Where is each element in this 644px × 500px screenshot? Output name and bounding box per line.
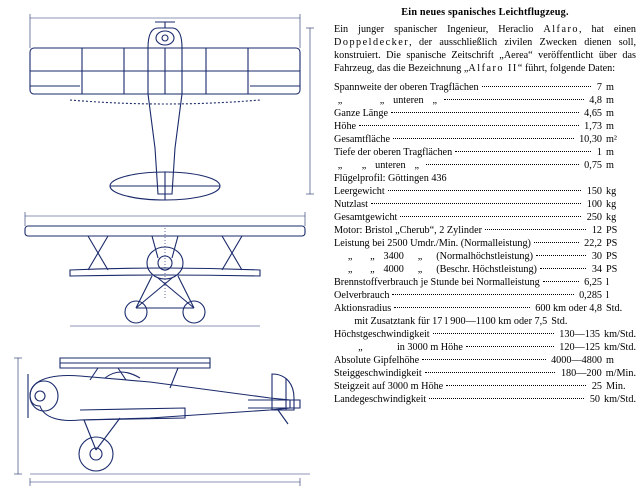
spec-value: 50km/Std.: [587, 393, 636, 406]
spec-value: 30PS: [589, 250, 636, 263]
spec-row: Landegeschwindigkeit 50km/Std.: [334, 393, 636, 406]
spec-table: Spannweite der oberen Tragflächen 7m„„ u…: [334, 81, 636, 406]
spec-label: Motor: Bristol „Cherub“, 2 Zylinder: [334, 224, 482, 237]
spec-label: Leergewicht: [334, 185, 385, 198]
spec-value: 180—200m/Min.: [558, 367, 636, 380]
spec-label: Oelverbrauch: [334, 289, 389, 302]
spec-label: „ in 3000 m Höhe: [334, 341, 463, 354]
spec-value: 600 km oder 4,8Std.: [533, 302, 636, 315]
spec-value: 22,2PS: [582, 237, 636, 250]
spec-row: Leistung bei 2500 Umdr./Min. (Normalleis…: [334, 237, 636, 250]
spec-label: Absolute Gipfelhöhe: [334, 354, 419, 367]
spec-label: Tiefe der oberen Tragflächen: [334, 146, 452, 159]
spec-value: 1,73m: [582, 120, 636, 133]
spec-label: „ „ 4000 „ (Beschr. Höchstleistung): [334, 263, 537, 276]
spec-label: Steigzeit auf 3000 m Höhe: [334, 380, 443, 393]
spec-value: 250kg: [584, 211, 636, 224]
spec-value: 12PS: [589, 224, 636, 237]
spec-row: „ in 3000 m Höhe 120—125km/Std.: [334, 341, 636, 354]
article-intro: Ein junger spanischer Ingenieur, Heracli…: [334, 23, 636, 75]
spec-row: Ganze Länge 4,65m: [334, 107, 636, 120]
spec-value: 120—125km/Std.: [557, 341, 636, 354]
spec-row: Gesamtgewicht 250kg: [334, 211, 636, 224]
spec-row: Oelverbrauch 0,285l: [334, 289, 636, 302]
spec-value: 4,65m: [582, 107, 636, 120]
spec-label: Ganze Länge: [334, 107, 388, 120]
spec-value: 0,75m: [582, 159, 636, 172]
spec-row: Spannweite der oberen Tragflächen 7m: [334, 81, 636, 94]
aircraft-side-view: [10, 338, 320, 488]
spec-value: 10,30m²: [577, 133, 636, 146]
spec-value: 0,285l: [577, 289, 636, 302]
spec-label: Gesamtfläche: [334, 133, 390, 146]
spec-label: „ „ 3400 „ (Normalhöchstleistung): [334, 250, 533, 263]
spec-label: Landegeschwindigkeit: [334, 393, 426, 406]
spec-value: 1m: [594, 146, 636, 159]
aircraft-top-view: [10, 8, 320, 208]
spec-label: „„ unteren „: [334, 159, 423, 172]
spec-value: Std.: [547, 315, 581, 328]
spec-value: 4000—4800m: [549, 354, 636, 367]
aircraft-front-view: [10, 208, 320, 338]
spec-row: Motor: Bristol „Cherub“, 2 Zylinder 12PS: [334, 224, 636, 237]
spec-value: 150kg: [584, 185, 636, 198]
spec-value: 6,25l: [582, 276, 636, 289]
spec-value: 34PS: [589, 263, 636, 276]
spec-row: Höhe 1,73m: [334, 120, 636, 133]
spec-row: Aktionsradius 600 km oder 4,8Std.: [334, 302, 636, 315]
spec-label: mit Zusatztank für 17 l 900—1100 km oder…: [334, 315, 547, 328]
spec-label: Aktionsradius: [334, 302, 391, 315]
technical-drawings: [0, 0, 330, 500]
spec-label: Gesamtgewicht: [334, 211, 397, 224]
spec-row: Steiggeschwindigkeit 180—200m/Min.: [334, 367, 636, 380]
spec-value: 130—135km/Std.: [557, 328, 636, 341]
spec-label: Flügelprofil: Göttingen 436: [334, 172, 447, 185]
spec-row: Brennstoffverbrauch je Stunde bei Normal…: [334, 276, 636, 289]
spec-row: Absolute Gipfelhöhe 4000—4800m: [334, 354, 636, 367]
spec-value: 100kg: [584, 198, 636, 211]
spec-row: Leergewicht 150kg: [334, 185, 636, 198]
spec-label: Höchstgeschwindigkeit: [334, 328, 430, 341]
spec-row: mit Zusatztank für 17 l 900—1100 km oder…: [334, 315, 636, 328]
spec-label: Höhe: [334, 120, 356, 133]
spec-row: Flügelprofil: Göttingen 436: [334, 172, 636, 185]
spec-value: 25Min.: [589, 380, 636, 393]
article-text: Ein neues spanisches Leichtflugzeug. Ein…: [330, 0, 644, 500]
spec-row: „ „ 4000 „ (Beschr. Höchstleistung) 34PS: [334, 263, 636, 276]
spec-row: Steigzeit auf 3000 m Höhe 25Min.: [334, 380, 636, 393]
spec-row: Tiefe der oberen Tragflächen 1m: [334, 146, 636, 159]
spec-label: „„ unteren „: [334, 94, 441, 107]
spec-value: 4,8m: [587, 94, 636, 107]
spec-label: Leistung bei 2500 Umdr./Min. (Normalleis…: [334, 237, 531, 250]
spec-row: „„ unteren „ 4,8m: [334, 94, 636, 107]
spec-value: 7m: [594, 81, 636, 94]
spec-label: Steiggeschwindigkeit: [334, 367, 422, 380]
spec-row: Gesamtfläche 10,30m²: [334, 133, 636, 146]
spec-row: „„ unteren „ 0,75m: [334, 159, 636, 172]
spec-label: Brennstoffverbrauch je Stunde bei Normal…: [334, 276, 540, 289]
article-title: Ein neues spanisches Leichtflugzeug.: [334, 6, 636, 19]
spec-row: „ „ 3400 „ (Normalhöchstleistung) 30PS: [334, 250, 636, 263]
spec-row: Nutzlast 100kg: [334, 198, 636, 211]
spec-label: Spannweite der oberen Tragflächen: [334, 81, 479, 94]
spec-row: Höchstgeschwindigkeit 130—135km/Std.: [334, 328, 636, 341]
spec-label: Nutzlast: [334, 198, 368, 211]
